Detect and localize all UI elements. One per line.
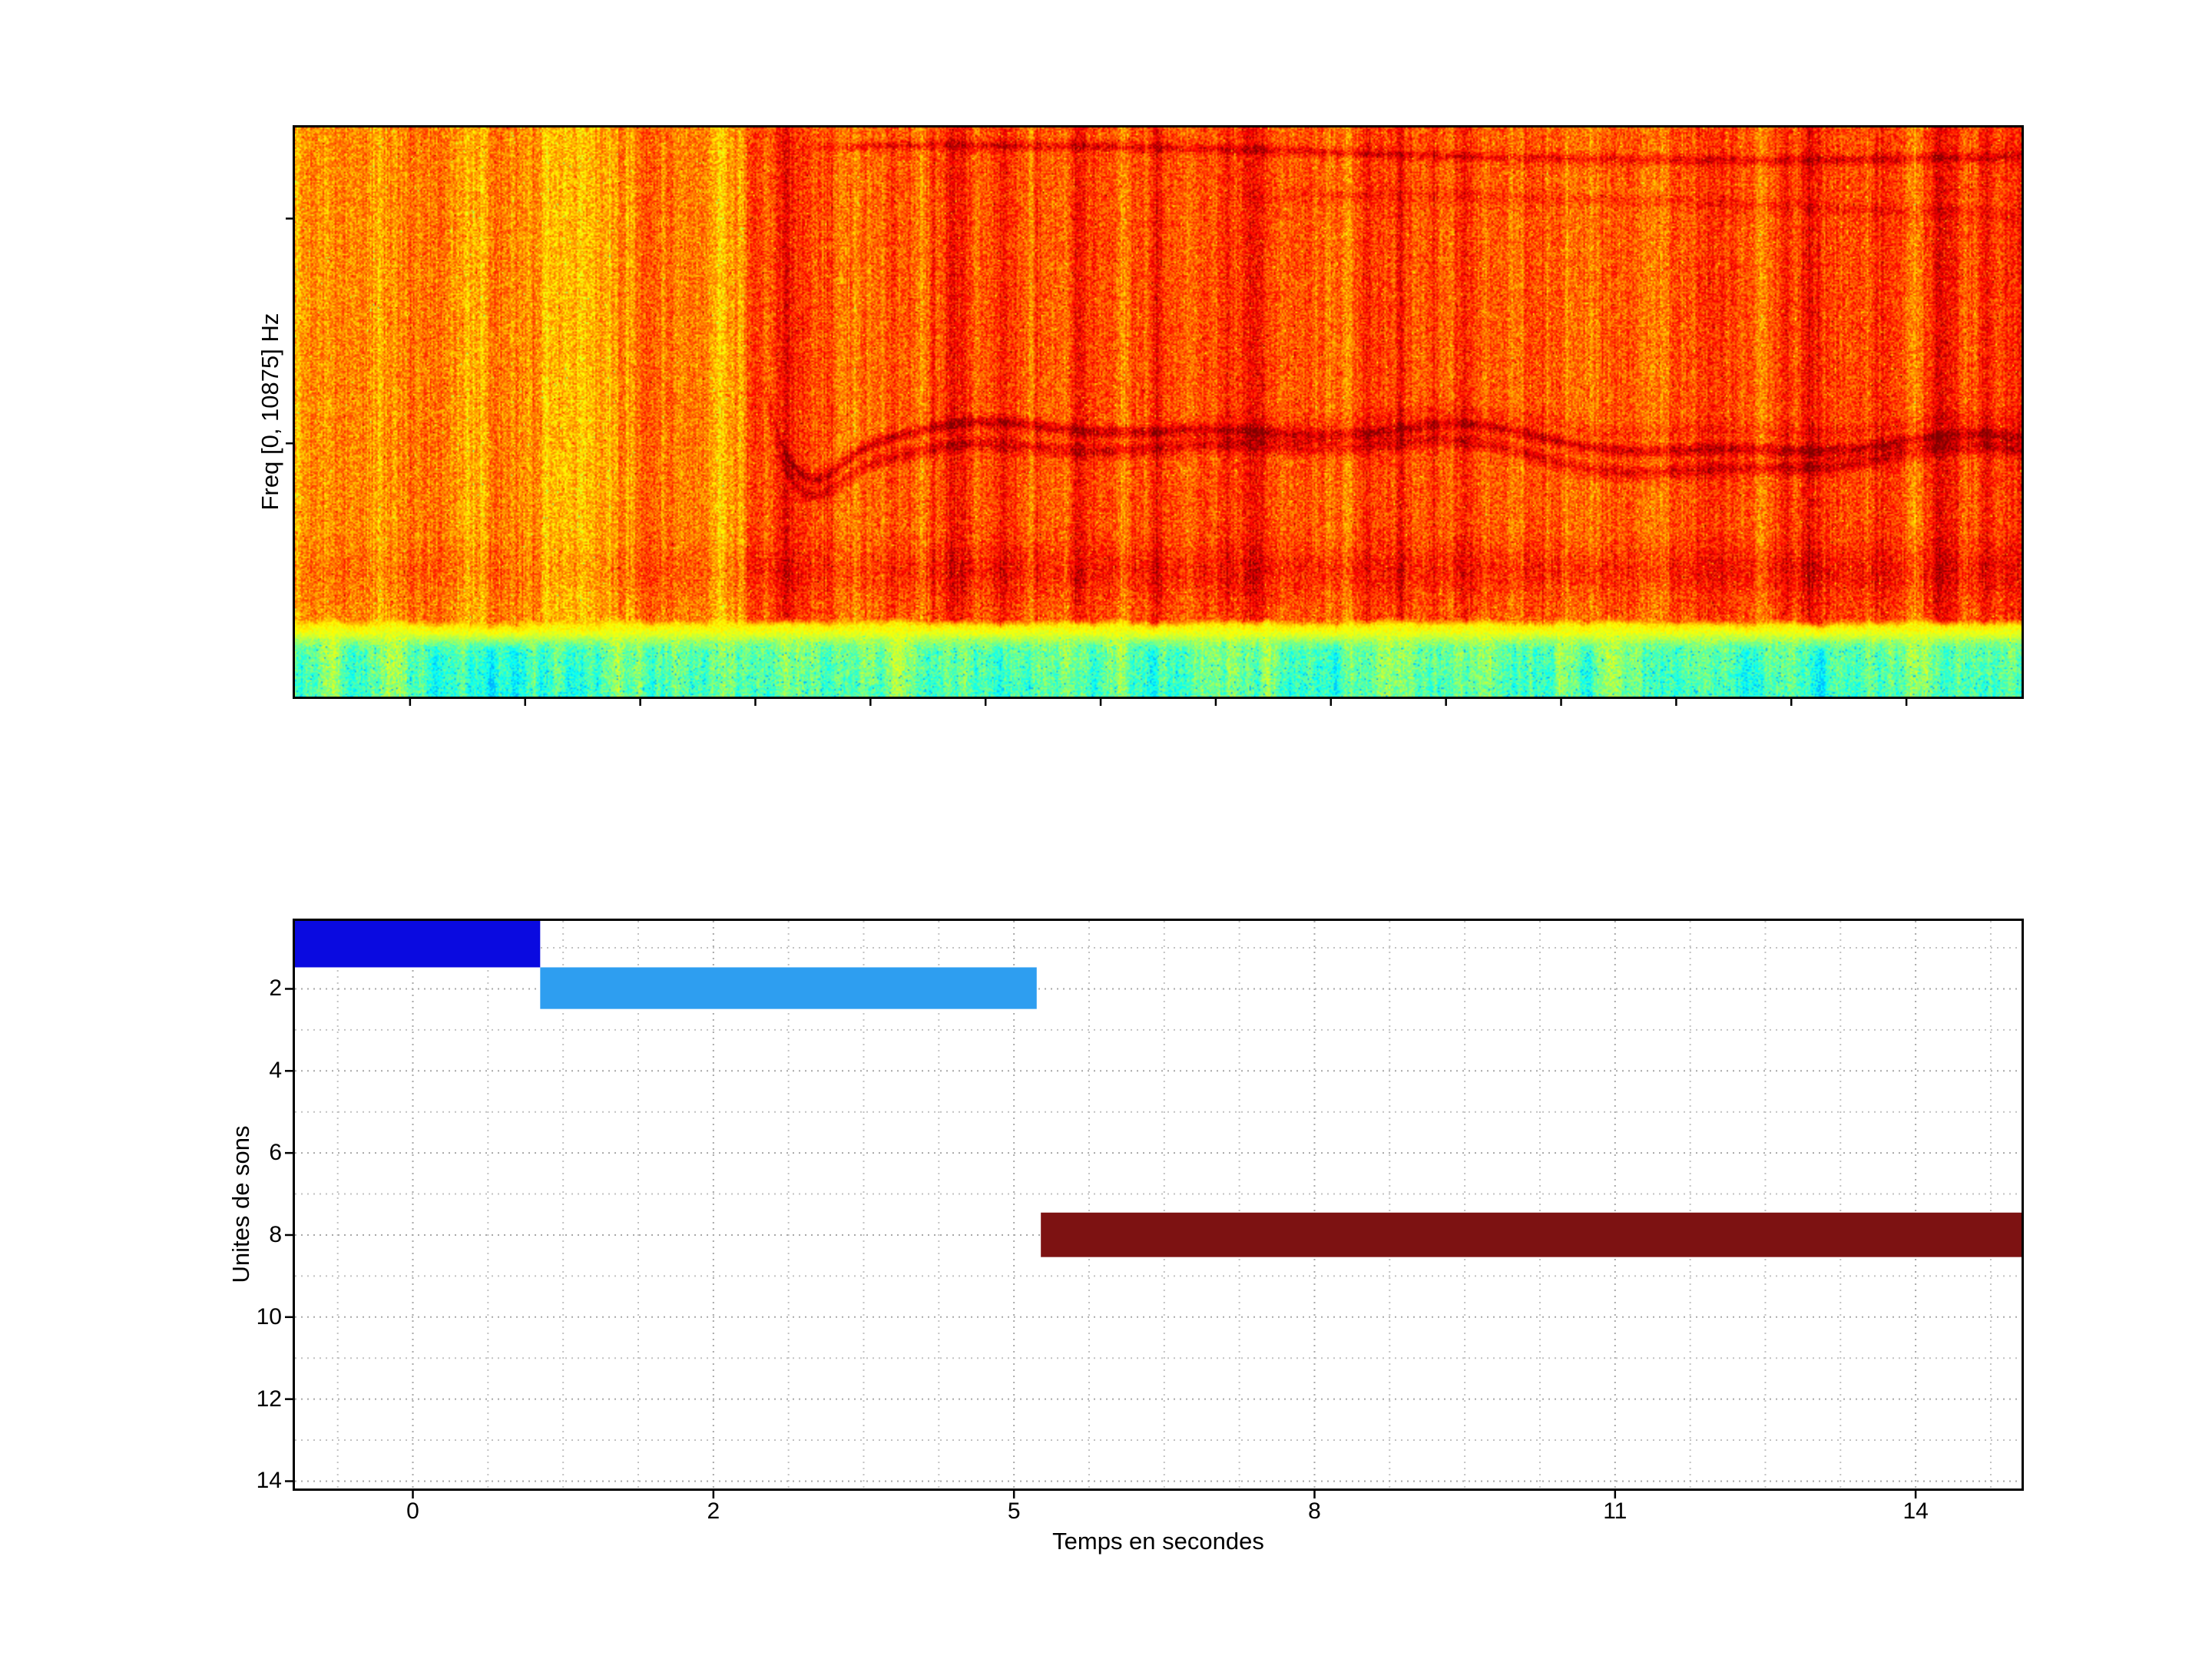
- spectrogram-ylabel: Freq [0, 10875] Hz: [257, 313, 283, 511]
- y-tick-label-2: 2: [269, 975, 282, 1002]
- sound-unit-bar-3: [1041, 1212, 2024, 1257]
- y-tick-label-14: 14: [256, 1468, 282, 1494]
- units-chart: [285, 919, 2024, 1498]
- x-tick-label-8: 8: [1308, 1498, 1321, 1524]
- units-xlabel: Temps en secondes: [1052, 1528, 1264, 1555]
- x-tick-label-5: 5: [1007, 1498, 1021, 1524]
- sound-unit-bar-2: [540, 967, 1037, 1009]
- x-tick-label-14: 14: [1902, 1498, 1929, 1524]
- y-tick-label-6: 6: [269, 1140, 282, 1166]
- axes-border: [293, 919, 2024, 1491]
- y-tick-label-12: 12: [256, 1386, 282, 1412]
- x-tick-label-0: 0: [406, 1498, 419, 1524]
- units-ylabel: Unites de sons: [227, 1125, 254, 1283]
- x-tick-label-2: 2: [707, 1498, 720, 1524]
- sound-unit-bar-1: [293, 919, 541, 968]
- y-tick-label-10: 10: [256, 1303, 282, 1330]
- y-tick-label-4: 4: [269, 1058, 282, 1084]
- x-tick-label-11: 11: [1603, 1498, 1628, 1524]
- units-axes: [285, 919, 2024, 1498]
- spectrogram-axes: [286, 125, 2024, 706]
- spectrogram-tick-marks: [286, 217, 1908, 706]
- spectrogram-image: [295, 127, 2022, 697]
- y-tick-label-8: 8: [269, 1221, 282, 1247]
